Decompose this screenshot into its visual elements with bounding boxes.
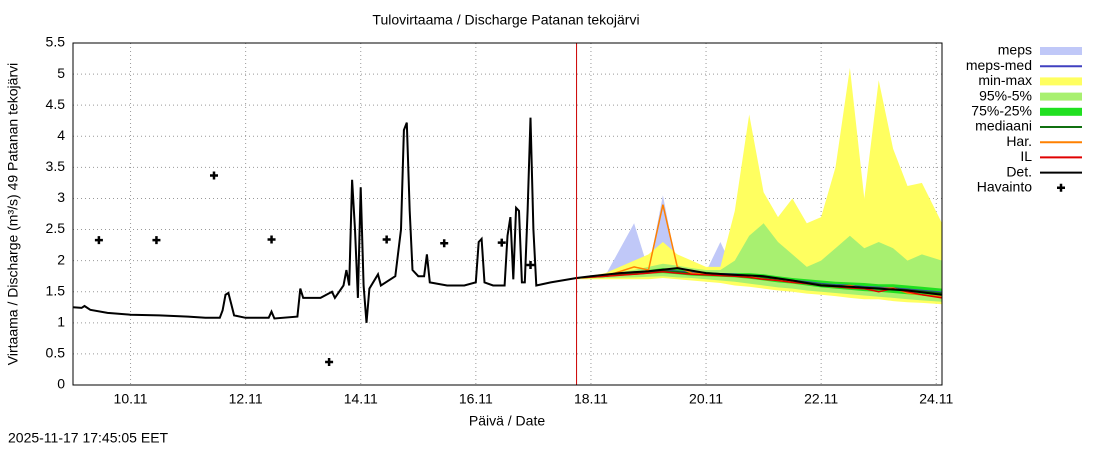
legend-label: Havainto bbox=[977, 179, 1032, 195]
y-axis-label: Virtaama / Discharge (m³/s) 49 Patanan t… bbox=[5, 63, 21, 365]
line bbox=[576, 271, 943, 299]
legend-label: meps bbox=[998, 42, 1032, 58]
legend-label: Har. bbox=[1006, 133, 1032, 149]
observation bbox=[497, 238, 506, 247]
legend-label: meps-med bbox=[966, 57, 1032, 73]
observation bbox=[526, 260, 535, 269]
x-tick-label: 24.11 bbox=[919, 391, 953, 407]
y-tick-label: 2 bbox=[57, 251, 65, 267]
x-tick-label: 22.11 bbox=[804, 391, 838, 407]
y-tick-label: 2.5 bbox=[46, 220, 66, 236]
observation bbox=[440, 239, 449, 248]
legend-swatch bbox=[1040, 92, 1082, 101]
plot-frame bbox=[72, 42, 943, 386]
legend-label: mediaani bbox=[975, 118, 1032, 134]
y-tick-label: 4 bbox=[57, 127, 65, 143]
legend-label: min-max bbox=[978, 72, 1032, 88]
x-axis-label: Päivä / Date bbox=[469, 413, 545, 429]
y-tick-label: 0 bbox=[57, 376, 65, 392]
legend-label: 95%-5% bbox=[979, 87, 1032, 103]
line bbox=[72, 117, 943, 323]
x-tick-label: 14.11 bbox=[344, 391, 378, 407]
chart-title: Tulovirtaama / Discharge Patanan tekojär… bbox=[372, 12, 639, 28]
y-tick-label: 0.5 bbox=[46, 345, 66, 361]
legend-label: 75%-25% bbox=[971, 103, 1032, 119]
x-tick-label: 16.11 bbox=[459, 391, 493, 407]
y-tick-label: 3 bbox=[57, 189, 65, 205]
y-tick-label: 3.5 bbox=[46, 158, 66, 174]
y-tick-label: 5 bbox=[57, 65, 65, 81]
y-tick-label: 1.5 bbox=[46, 282, 66, 298]
legend-swatch bbox=[1057, 183, 1065, 192]
legend-swatch bbox=[1040, 47, 1082, 55]
observation bbox=[209, 171, 218, 180]
observation bbox=[382, 235, 391, 244]
x-tick-label: 12.11 bbox=[229, 391, 263, 407]
y-tick-label: 5.5 bbox=[46, 34, 66, 50]
band bbox=[576, 268, 942, 297]
band bbox=[576, 223, 942, 302]
y-tick-label: 4.5 bbox=[46, 96, 66, 112]
legend-swatch bbox=[1040, 77, 1082, 86]
observation bbox=[94, 236, 103, 245]
legend-label: IL bbox=[1020, 148, 1032, 164]
observation bbox=[267, 235, 276, 244]
timestamp: 2025-11-17 17:45:05 EET bbox=[8, 430, 169, 446]
x-tick-label: 20.11 bbox=[689, 391, 723, 407]
observation bbox=[325, 357, 334, 366]
observation bbox=[152, 236, 161, 245]
y-tick-label: 1 bbox=[57, 314, 65, 330]
legend-swatch bbox=[1040, 107, 1082, 116]
x-tick-label: 18.11 bbox=[574, 391, 608, 407]
x-tick-label: 10.11 bbox=[114, 391, 148, 407]
legend-label: Det. bbox=[1006, 163, 1032, 179]
